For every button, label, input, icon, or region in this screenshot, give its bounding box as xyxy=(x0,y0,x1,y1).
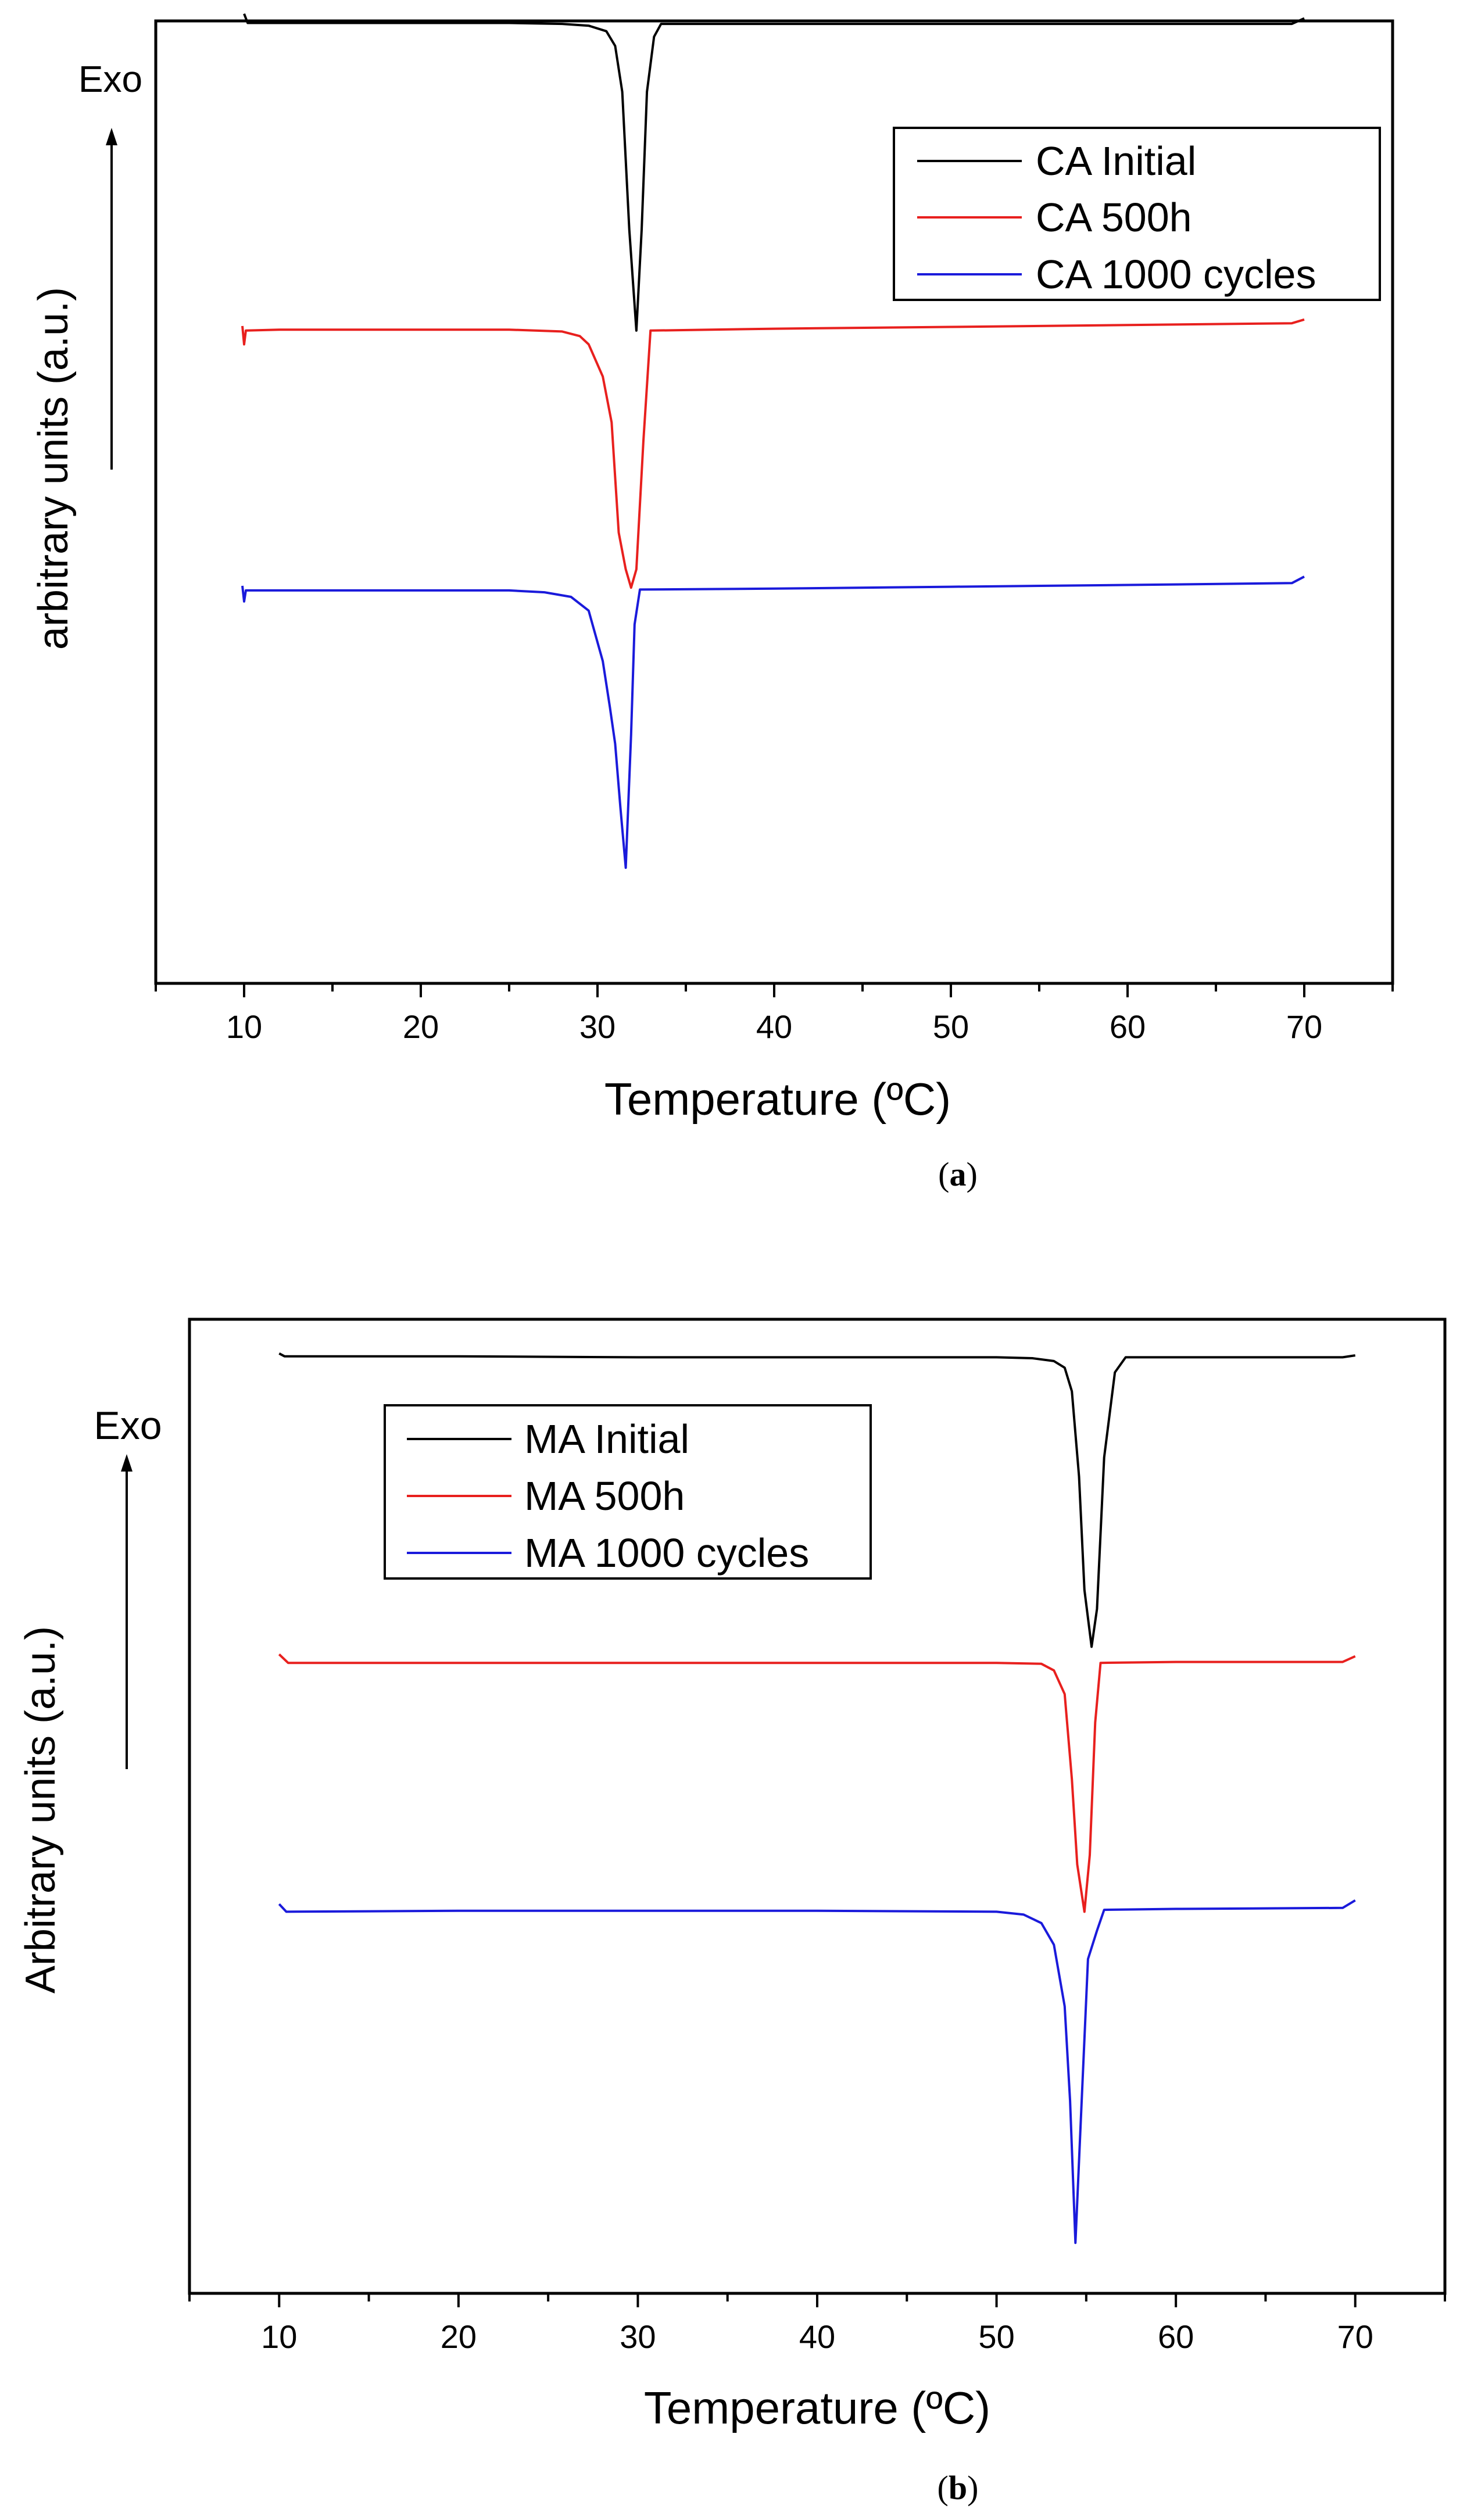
panel-a-chart: 10 20 30 40 50 60 70 Exo arbitrary units (a.u.… xyxy=(30,13,1394,1193)
panel-a-x-tick-label-10: 10 xyxy=(226,1008,262,1045)
panel-b-legend-label-ma-500h: MA 500h xyxy=(524,1473,685,1519)
panel-b-x-tick-label-50: 50 xyxy=(978,2318,1014,2355)
panel-b-exo-label: Exo xyxy=(94,1404,162,1448)
panel-a-series-ca-500h xyxy=(241,318,1305,589)
panel-b-series-ma-initial xyxy=(278,1352,1356,1648)
panel-b-x-axis: 10 20 30 40 50 60 70 xyxy=(188,2293,1446,2355)
panel-a-series-ca-1000-cycles xyxy=(241,575,1305,869)
panel-a-x-axis: 10 20 30 40 50 60 70 xyxy=(155,983,1394,1045)
panel-b-x-tick-label-40: 40 xyxy=(799,2318,835,2355)
panel-b-legend-label-ma-initial: MA Initial xyxy=(524,1416,689,1462)
panel-b-legend-box xyxy=(384,1404,872,1580)
panel-b-x-tick-label-70: 70 xyxy=(1337,2318,1373,2355)
panel-b-caption-letter: b xyxy=(949,2469,967,2507)
panel-b-x-tick-label-10: 10 xyxy=(261,2318,297,2355)
panel-a-x-tick-label-60: 60 xyxy=(1110,1008,1146,1045)
panel-a-legend-box xyxy=(893,127,1381,301)
panel-b-y-axis-label: Arbitrary units (a.u.) xyxy=(17,1626,64,1993)
panel-a-x-tick-label-50: 50 xyxy=(933,1008,969,1045)
panel-a-exo-arrow-head xyxy=(106,128,117,145)
panel-b-exo-arrow-head xyxy=(121,1454,133,1472)
panel-b-legend-label-ma-1000-cycles: MA 1000 cycles xyxy=(524,1530,809,1576)
panel-b-legend: MA Initial MA 500h MA 1000 cycles xyxy=(384,1404,872,1580)
panel-a-legend: CA Initial CA 500h CA 1000 cycles xyxy=(893,127,1381,301)
panel-b-x-tick-label-20: 20 xyxy=(441,2318,477,2355)
panel-b-series-ma-1000-cycles xyxy=(278,1899,1356,2245)
panel-a-series-ca-initial xyxy=(243,13,1305,332)
panel-b-x-tick-label-60: 60 xyxy=(1158,2318,1194,2355)
panel-a-series-group xyxy=(241,13,1305,869)
panel-a-x-tick-label-70: 70 xyxy=(1286,1008,1322,1045)
panel-b-x-axis-label: Temperature (ºC) xyxy=(644,2382,990,2433)
panel-a-exo-label: Exo xyxy=(78,58,142,100)
panel-b-series-ma-500h xyxy=(278,1653,1356,1913)
panel-a-legend-label-ca-initial: CA Initial xyxy=(1036,138,1196,184)
panel-a-caption: (a) xyxy=(938,1155,978,1193)
panel-b-chart: 10 20 30 40 50 60 70 Exo Arbitrary units (a.u.… xyxy=(17,1318,1447,2507)
panel-a-x-tick-label-30: 30 xyxy=(579,1008,616,1045)
panel-b-x-tick-label-30: 30 xyxy=(620,2318,656,2355)
panel-a-legend-label-ca-500h: CA 500h xyxy=(1036,195,1192,240)
panel-a-x-tick-label-40: 40 xyxy=(756,1008,792,1045)
panel-a-legend-label-ca-1000-cycles: CA 1000 cycles xyxy=(1036,252,1316,297)
panel-a-x-axis-label: Temperature (ºC) xyxy=(604,1073,951,1125)
panel-a-x-tick-label-20: 20 xyxy=(403,1008,439,1045)
panel-b-caption: (b) xyxy=(938,2469,979,2507)
panel-a-y-axis-label: arbitrary units (a.u.) xyxy=(30,287,77,650)
panel-b-series-group xyxy=(278,1352,1356,2245)
panel-a-caption-letter: a xyxy=(950,1155,967,1193)
